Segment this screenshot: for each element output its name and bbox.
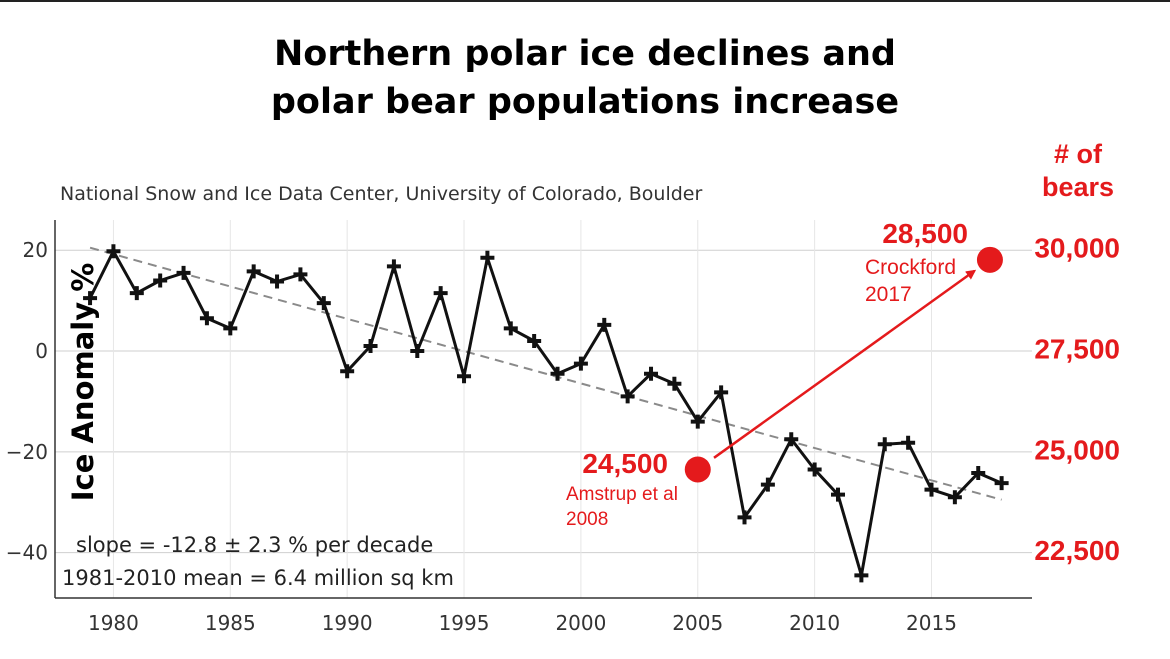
data-point-marker xyxy=(714,385,729,400)
slope-annotation: slope = -12.8 ± 2.3 % per decade xyxy=(76,533,433,557)
y-tick-label: 20 xyxy=(23,238,48,262)
bear-axis-tick-label: 25,000 xyxy=(1034,434,1120,465)
data-point-marker xyxy=(199,311,214,326)
x-tick-label: 2005 xyxy=(672,611,723,635)
x-tick-label: 2010 xyxy=(789,611,840,635)
data-point-marker xyxy=(737,510,752,525)
bear-trend-arrow xyxy=(713,269,977,459)
data-point-marker xyxy=(480,250,495,265)
data-point-marker xyxy=(877,437,892,452)
x-tick-label: 2015 xyxy=(906,611,957,635)
bear-axis-tick-label: 22,500 xyxy=(1034,535,1120,566)
top-rule xyxy=(0,0,1170,2)
data-point-marker xyxy=(503,321,518,336)
bear-axis-title-line-1: # of xyxy=(1054,139,1103,169)
x-tick-label: 2000 xyxy=(555,611,606,635)
y-axis-label: Ice Anomaly % xyxy=(66,263,100,502)
bear-point-source-label: Amstrup et al xyxy=(566,484,678,505)
data-point-marker xyxy=(410,344,425,359)
data-point-marker xyxy=(971,466,986,481)
chart-title-line-1: Northern polar ice declines and xyxy=(274,34,896,74)
data-point-marker xyxy=(316,296,331,311)
data-point-marker xyxy=(223,321,238,336)
data-point-marker xyxy=(573,356,588,371)
data-point-marker xyxy=(690,414,705,429)
data-point-marker xyxy=(550,366,565,381)
bear-population-point xyxy=(976,246,1003,273)
series-line xyxy=(88,249,1003,577)
data-point-marker xyxy=(760,477,775,492)
data-point-marker xyxy=(854,568,869,583)
x-tick-label: 1995 xyxy=(439,611,490,635)
source-note: National Snow and Ice Data Center, Unive… xyxy=(60,183,702,205)
data-point-marker xyxy=(176,265,191,280)
data-point-marker xyxy=(947,490,962,505)
data-point-marker xyxy=(83,291,98,306)
x-tick-label: 1985 xyxy=(205,611,256,635)
data-point-marker xyxy=(644,366,659,381)
data-point-marker xyxy=(363,339,378,353)
bear-point-value-label: 24,500 xyxy=(582,448,668,479)
trend-line xyxy=(89,246,1002,501)
bear-population-point xyxy=(684,456,711,483)
data-point-marker xyxy=(924,482,939,497)
mean-annotation: 1981-2010 mean = 6.4 million sq km xyxy=(62,566,454,590)
chart-title-line-2: polar bear populations increase xyxy=(270,82,900,122)
data-point-marker xyxy=(994,476,1009,491)
bear-point-source-label: 2008 xyxy=(566,509,608,530)
data-point-marker xyxy=(527,333,542,348)
bear-axis-tick-label: 27,500 xyxy=(1034,334,1120,365)
y-tick-label: 0 xyxy=(35,339,48,363)
data-point-marker xyxy=(784,432,799,447)
data-point-marker xyxy=(597,317,612,332)
data-point-marker xyxy=(246,264,261,279)
data-point-marker xyxy=(831,487,846,502)
bear-axis-tick-label: 30,000 xyxy=(1034,233,1120,264)
data-point-marker xyxy=(620,389,635,404)
bear-axis-title-line-2: bears xyxy=(1042,172,1114,202)
bear-point-source-label: Crockford xyxy=(865,256,956,279)
y-tick-label: −40 xyxy=(6,541,48,565)
bear-point-value-label: 28,500 xyxy=(882,218,968,249)
data-point-marker xyxy=(457,369,472,384)
bear-point-source-label: 2017 xyxy=(865,283,912,306)
data-point-marker xyxy=(106,244,121,259)
x-tick-label: 1980 xyxy=(88,611,139,635)
data-point-marker xyxy=(340,364,355,379)
data-point-marker xyxy=(129,286,144,301)
y-tick-label: −20 xyxy=(6,440,48,464)
data-point-marker xyxy=(667,376,682,391)
data-point-marker xyxy=(293,267,308,282)
data-point-marker xyxy=(386,259,401,274)
data-point-marker xyxy=(153,273,168,288)
data-point-marker xyxy=(270,274,285,289)
data-point-marker xyxy=(433,286,448,301)
data-point-marker xyxy=(901,435,916,450)
data-point-marker xyxy=(807,462,822,477)
x-tick-label: 1990 xyxy=(322,611,373,635)
